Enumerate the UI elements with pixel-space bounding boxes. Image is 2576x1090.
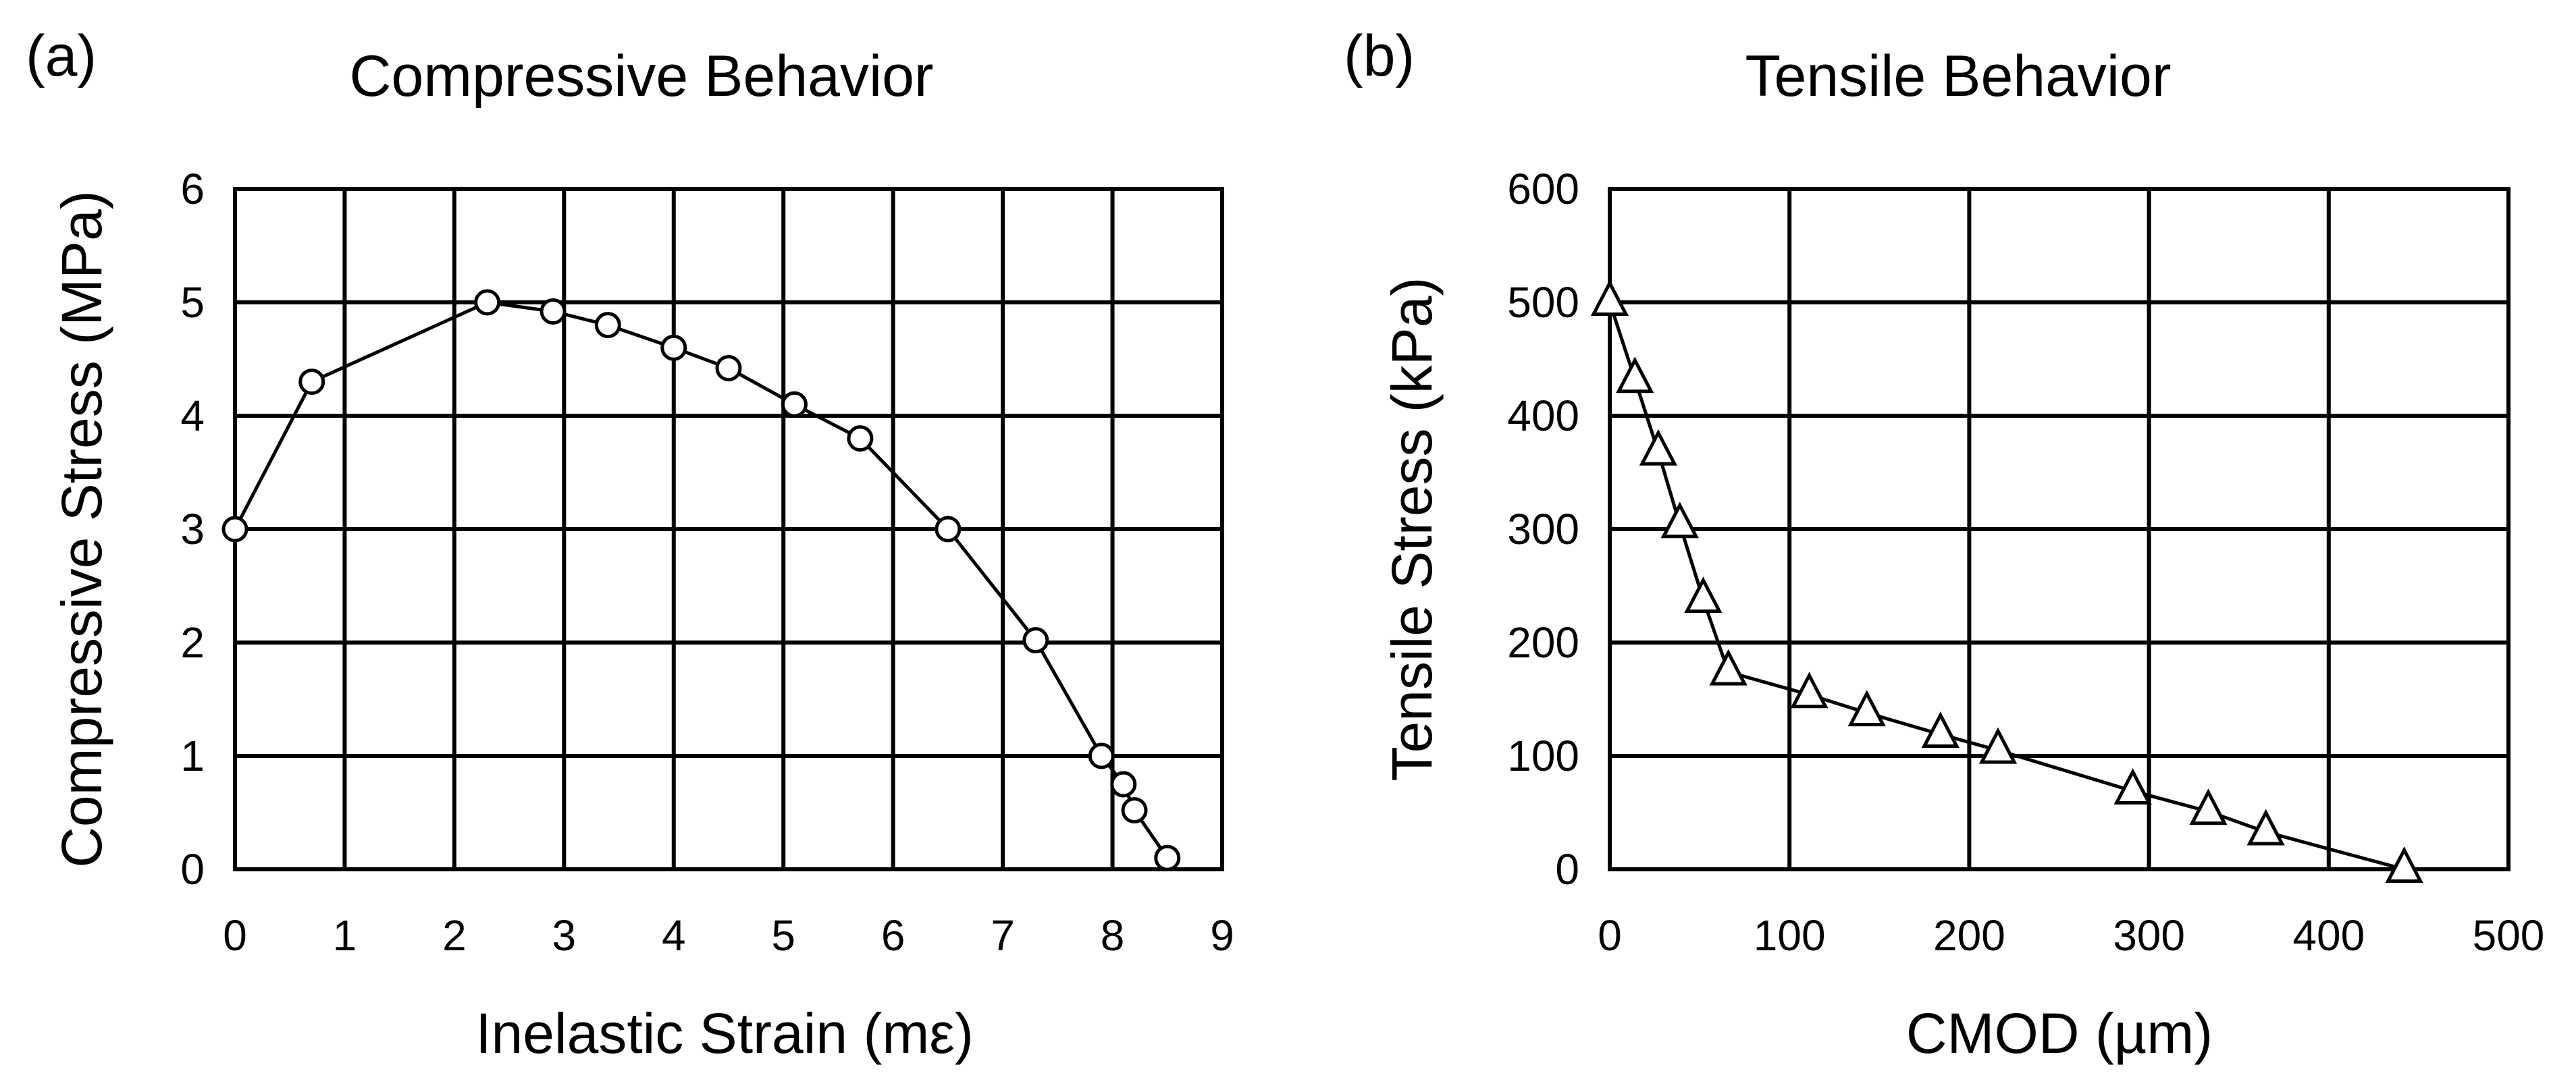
compressive-x-tick-label: 7 — [991, 911, 1015, 960]
tensile-panel-label: (b) — [1344, 24, 1415, 88]
tensile-x-tick-label: 0 — [1598, 911, 1622, 960]
tensile-x-tick-label: 300 — [2113, 911, 2185, 960]
compressive-data-point — [1022, 627, 1049, 654]
tensile-y-axis-label: Tensile Stress (kPa) — [1380, 277, 1444, 782]
compressive-data-point — [781, 391, 808, 418]
compressive-series-line — [233, 300, 1169, 859]
tensile-y-tick-label: 400 — [1507, 391, 1579, 440]
tensile-data-point — [1847, 690, 1886, 727]
tensile-y-tick-label: 500 — [1507, 278, 1579, 327]
compressive-data-point — [298, 369, 325, 396]
compressive-data-point — [474, 289, 501, 316]
compressive-y-tick-label: 2 — [180, 618, 205, 667]
compressive-x-tick-label: 5 — [771, 911, 795, 960]
compressive-y-tick-label: 3 — [180, 505, 205, 553]
tensile-x-axis-label: CMOD (µm) — [1906, 1002, 2213, 1065]
tensile-data-point — [1639, 429, 1677, 466]
tensile-panel: (b) Tensile Behavior 0 100 200 300 400 500 0 100 2… — [1344, 24, 2544, 1065]
compressive-y-tick-label: 6 — [180, 165, 205, 213]
tensile-y-tick-label: 600 — [1507, 165, 1579, 213]
compressive-data-point — [1110, 771, 1137, 798]
compressive-x-axis-label: Inelastic Strain (mε) — [475, 1002, 974, 1065]
compressive-y-tick-label: 5 — [180, 278, 205, 327]
compressive-data-point — [540, 298, 567, 325]
compressive-y-tick-label: 0 — [180, 845, 205, 894]
compressive-data-point — [594, 312, 621, 339]
compressive-x-tick-label: 2 — [442, 911, 467, 960]
tensile-chart-title: Tensile Behavior — [1745, 44, 2171, 109]
tensile-data-point — [2189, 788, 2228, 825]
compressive-x-tick-label: 4 — [662, 911, 686, 960]
compressive-data-point — [660, 334, 687, 361]
tensile-data-point — [1660, 501, 1699, 539]
tensile-data-point — [2385, 846, 2423, 883]
tensile-data-point — [1709, 649, 1747, 686]
tensile-data-point — [1616, 356, 1654, 393]
compressive-data-point — [1088, 742, 1115, 769]
compressive-y-axis-label: Compressive Stress (MPa) — [50, 190, 113, 868]
compressive-x-tick-label: 0 — [223, 911, 247, 960]
tensile-y-tick-label: 200 — [1507, 618, 1579, 667]
compressive-y-tick-label: 1 — [180, 732, 205, 780]
tensile-y-tick-label: 300 — [1507, 505, 1579, 553]
tensile-y-tick-label: 100 — [1507, 732, 1579, 780]
compressive-panel-label: (a) — [26, 24, 97, 88]
compressive-x-tick-label: 6 — [881, 911, 905, 960]
compressive-x-tick-label: 3 — [552, 911, 577, 960]
compressive-data-point — [935, 516, 962, 543]
tensile-data-point — [1684, 576, 1723, 614]
compressive-data-point — [1121, 797, 1148, 824]
compressive-data-point — [221, 516, 248, 543]
tensile-x-tick-label: 500 — [2473, 911, 2545, 960]
tensile-data-point — [1978, 727, 2018, 764]
compressive-data-point — [715, 354, 742, 381]
compressive-data-point — [1154, 844, 1181, 871]
tensile-y-tick-label: 0 — [1555, 845, 1579, 894]
tensile-data-point — [1590, 279, 1629, 316]
tensile-data-point — [2113, 768, 2152, 805]
tensile-x-tick-label: 100 — [1754, 911, 1826, 960]
compressive-x-tick-label: 8 — [1101, 911, 1125, 960]
tensile-series-line — [1608, 302, 2405, 871]
compressive-panel: (a) Compressive Behavior 0 1 2 3 4 5 6 7 8 9 0 1 2 3 4 5 6… — [26, 24, 1234, 1065]
compressive-chart-title: Compressive Behavior — [349, 44, 933, 109]
compressive-y-tick-label: 4 — [180, 391, 205, 440]
tensile-plot-frame — [1608, 187, 2511, 871]
tensile-data-point — [1790, 672, 1829, 709]
tensile-x-tick-label: 400 — [2292, 911, 2365, 960]
tensile-data-point — [1921, 711, 1960, 748]
tensile-x-tick-label: 200 — [1933, 911, 2005, 960]
compressive-data-point — [847, 425, 874, 452]
compressive-x-tick-label: 1 — [333, 911, 357, 960]
tensile-data-point — [2246, 809, 2285, 846]
compressive-x-tick-label: 9 — [1210, 911, 1234, 960]
